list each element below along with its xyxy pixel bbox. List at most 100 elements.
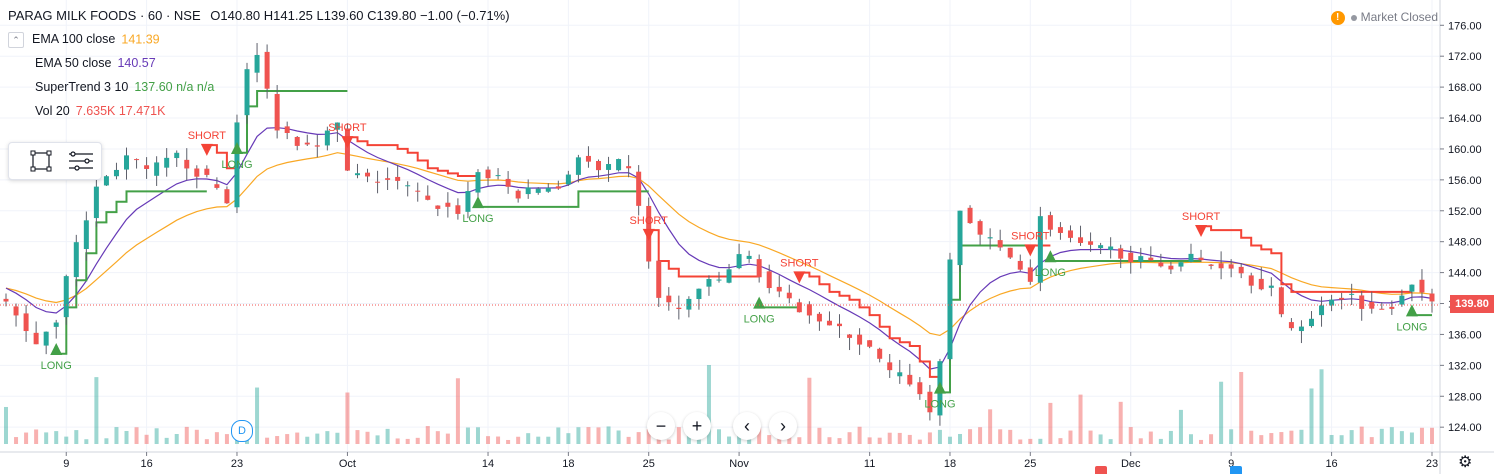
volume-bar — [626, 436, 631, 444]
sell-tab[interactable] — [1095, 466, 1107, 474]
indicator-ema50[interactable]: EMA 50 close 140.57 — [35, 56, 156, 70]
buy-tab[interactable] — [1230, 466, 1242, 474]
volume-bar — [285, 434, 290, 444]
zoom-in-icon[interactable]: + — [683, 412, 711, 440]
candle — [405, 181, 411, 197]
volume-bar — [917, 439, 922, 444]
indicator-supertrend[interactable]: SuperTrend 3 10 137.60 n/a n/a — [35, 80, 215, 94]
candle-body — [1288, 322, 1294, 329]
candle — [53, 319, 59, 339]
candle — [475, 169, 481, 202]
candle-body — [154, 162, 160, 176]
symbol-name: PARAG MILK FOODS · 60 · NSE — [8, 8, 201, 23]
candle — [234, 114, 240, 214]
volume-bar — [897, 432, 902, 444]
candle-body — [314, 145, 320, 147]
lines-tool-icon[interactable] — [69, 151, 93, 171]
candle-body — [907, 374, 913, 385]
candle-body — [786, 292, 792, 299]
candle-body — [1188, 253, 1194, 262]
candle-body — [103, 176, 109, 186]
candle — [1319, 296, 1325, 327]
volume-bar — [194, 429, 199, 444]
long-arrow-icon — [1044, 250, 1057, 263]
candle-body — [847, 334, 853, 338]
candle-body — [214, 184, 220, 188]
scroll-left-icon[interactable]: ‹ — [733, 412, 761, 440]
candle-body — [1088, 241, 1094, 245]
candle-body — [756, 259, 762, 278]
time-tick-label: 23 — [231, 458, 243, 470]
candle — [977, 219, 983, 245]
candle-body — [1138, 256, 1144, 262]
candle-body — [726, 269, 732, 283]
supertrend-segment — [206, 144, 237, 170]
short-arrow-icon — [1024, 244, 1037, 257]
candle — [696, 288, 702, 310]
candle-body — [83, 220, 89, 249]
candle — [1409, 284, 1415, 302]
candle — [927, 384, 933, 421]
volume-bar — [1048, 402, 1053, 444]
candle — [1238, 263, 1244, 279]
candle-body — [1399, 295, 1405, 305]
volume-bar — [1128, 427, 1133, 444]
volume-bar — [1419, 427, 1424, 444]
candle-body — [475, 172, 481, 193]
candle-body — [1118, 248, 1124, 259]
candle — [354, 163, 360, 179]
scroll-right-icon[interactable]: › — [769, 412, 797, 440]
volume-bar — [1209, 434, 1214, 444]
candle-body — [385, 178, 391, 180]
long-arrow-icon — [1405, 304, 1418, 317]
rectangle-tool-icon[interactable] — [30, 150, 52, 172]
zoom-out-icon[interactable]: − — [647, 412, 675, 440]
volume-bar — [676, 427, 681, 444]
candle — [997, 229, 1003, 251]
dividend-badge[interactable]: D — [231, 420, 253, 442]
time-tick-label: 9 — [1228, 458, 1234, 470]
supertrend-segment — [799, 271, 940, 378]
candle-body — [686, 298, 692, 310]
candle — [1027, 259, 1033, 285]
volume-bar — [1329, 434, 1334, 444]
volume-bar — [315, 433, 320, 444]
candle-body — [1379, 308, 1385, 310]
signal-label-short: SHORT — [188, 130, 227, 142]
volume-bar — [887, 432, 892, 444]
long-arrow-icon — [50, 342, 63, 355]
candle — [706, 275, 712, 296]
candle-body — [1298, 326, 1304, 332]
price-tick-label: 160.00 — [1448, 144, 1482, 156]
signal-label-long: LONG — [1035, 267, 1066, 279]
candle-body — [585, 155, 591, 162]
candle — [656, 260, 662, 307]
candle — [967, 205, 973, 224]
volume-bar — [1178, 409, 1183, 444]
candle — [907, 363, 913, 387]
collapse-chevron-icon[interactable]: ⌃ — [8, 32, 24, 48]
candle-body — [1329, 299, 1335, 306]
volume-bar — [747, 436, 752, 444]
volume-bar — [54, 431, 59, 444]
volume-bar — [526, 433, 531, 444]
indicator-volume[interactable]: Vol 20 7.635K 17.471K — [35, 104, 166, 118]
candle — [1308, 311, 1314, 328]
candle — [184, 148, 190, 181]
candle — [284, 121, 290, 140]
indicator-ema100[interactable]: ⌃ EMA 100 close 141.39 — [8, 32, 160, 48]
candle-body — [395, 176, 401, 181]
time-tick-label: 25 — [643, 458, 655, 470]
gear-icon[interactable]: ⚙ — [1458, 454, 1473, 471]
candle — [3, 293, 9, 307]
time-tick-label: 11 — [864, 458, 875, 470]
candle — [957, 210, 963, 272]
short-arrow-icon — [1195, 225, 1208, 238]
time-tick-label: 16 — [1325, 458, 1337, 470]
volume-bar — [486, 436, 491, 444]
volume-bar — [827, 437, 832, 444]
candle — [274, 85, 280, 139]
volume-bar — [877, 437, 882, 444]
volume-bar — [365, 431, 370, 444]
